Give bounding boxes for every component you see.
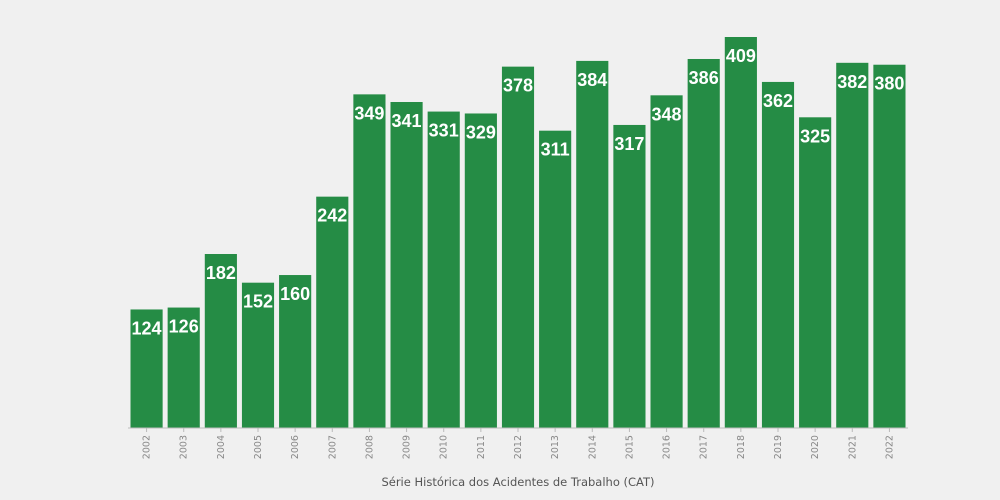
x-tick-label-2004: 2004 (216, 435, 227, 459)
bars-group (130, 37, 906, 429)
bar-2018 (724, 37, 757, 428)
bar-2008 (353, 94, 386, 429)
bar-2010 (427, 111, 460, 428)
bar-2013 (539, 130, 572, 428)
bar-2014 (576, 60, 609, 429)
x-tick-label-2008: 2008 (364, 435, 375, 459)
x-tick-label-2013: 2013 (550, 435, 561, 459)
bar-2017 (687, 58, 720, 429)
bar-2002 (130, 309, 163, 428)
bar-value-label-2014: 384 (577, 70, 607, 90)
bar-value-label-2010: 331 (429, 121, 459, 141)
bar-2005 (241, 282, 275, 428)
bar-value-label-2021: 382 (837, 72, 867, 92)
bar-value-label-2006: 160 (280, 284, 310, 304)
bar-2009 (390, 102, 423, 428)
bar-2007 (316, 196, 349, 428)
bar-value-label-2013: 311 (541, 140, 570, 160)
bar-value-label-2022: 380 (874, 74, 904, 94)
x-tick-label-2011: 2011 (476, 435, 487, 459)
bar-value-label-2003: 126 (169, 317, 199, 337)
bar-value-label-2012: 378 (503, 76, 533, 96)
x-tick-label-2015: 2015 (624, 435, 635, 459)
x-tick-label-2003: 2003 (179, 435, 190, 459)
bar-2006 (279, 275, 312, 428)
x-tick-label-2012: 2012 (513, 435, 524, 459)
value-labels-group: 124 126 182 152 160 242 349 341 331 329 378 311 384 3… (132, 46, 905, 338)
bar-2021 (836, 62, 869, 429)
x-tick-label-2016: 2016 (662, 435, 673, 459)
bar-value-label-2004: 182 (206, 263, 236, 283)
x-axis-title: Série Histórica dos Acidentes de Trabalh… (381, 475, 654, 489)
bar-2011 (464, 113, 497, 428)
x-tick-label-2010: 2010 (439, 435, 450, 459)
x-tick-label-2019: 2019 (773, 435, 784, 459)
x-tick-label-2017: 2017 (699, 435, 710, 459)
bar-value-label-2018: 409 (726, 46, 756, 66)
bar-value-label-2007: 242 (317, 206, 347, 226)
x-tick-label-2005: 2005 (253, 435, 264, 459)
bar-value-label-2009: 341 (392, 111, 422, 131)
x-tick-label-2002: 2002 (142, 435, 153, 459)
bar-2015 (613, 124, 646, 428)
x-tick-label-2022: 2022 (884, 435, 895, 459)
bar-value-label-2015: 317 (614, 134, 644, 154)
bar-2003 (167, 307, 200, 428)
x-tick-label-2009: 2009 (402, 435, 413, 459)
x-tick-labels-group: 2002 2003 2004 2005 2006 2007 2008 2009 2010 2011… (142, 428, 895, 459)
bar-value-label-2002: 124 (132, 318, 162, 338)
bar-value-label-2011: 329 (466, 122, 496, 142)
bar-value-label-2019: 362 (763, 91, 793, 111)
bar-value-label-2020: 325 (800, 126, 830, 146)
bar-2020 (799, 117, 832, 429)
x-tick-label-2007: 2007 (327, 435, 338, 459)
bar-2019 (761, 81, 795, 429)
bar-2004 (204, 254, 237, 428)
x-tick-label-2006: 2006 (290, 435, 301, 459)
bar-value-label-2008: 349 (354, 103, 384, 123)
bar-2016 (650, 95, 683, 428)
x-tick-label-2014: 2014 (587, 435, 598, 459)
x-tick-label-2021: 2021 (847, 435, 858, 459)
bar-2012 (501, 66, 535, 428)
bar-value-label-2017: 386 (689, 68, 719, 88)
bar-value-label-2016: 348 (652, 104, 682, 124)
bar-2022 (873, 64, 906, 428)
bar-value-label-2005: 152 (243, 292, 273, 312)
x-tick-label-2018: 2018 (736, 435, 747, 459)
x-tick-label-2020: 2020 (810, 435, 821, 459)
